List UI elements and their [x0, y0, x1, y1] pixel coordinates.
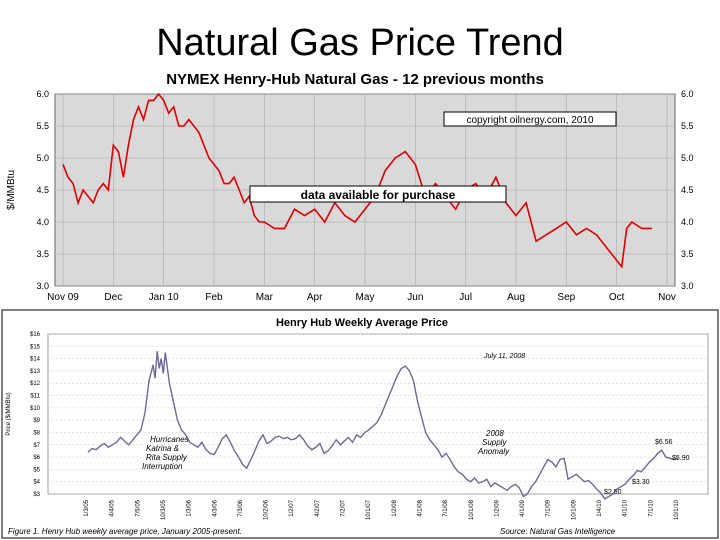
purchase-annotation: data available for purchase [301, 188, 456, 202]
chart1-x-tick-label: Oct [609, 292, 625, 303]
annotation-2008-3: Anomaly [477, 447, 510, 456]
chart1-y-tick-label: 6.0 [36, 89, 49, 99]
chart2-x-tick-label: 4/4/05 [110, 499, 116, 516]
annotation-330a: $3.30 [632, 479, 650, 486]
chart1-x-tick-label: Nov 09 [47, 292, 79, 303]
chart2-x-tick-label: 10/2/06 [264, 499, 270, 520]
chart1-x-ticks: Nov 09 Dec Jan 10 Feb Mar Apr May Jun Jul Aug Sep O… [47, 292, 676, 303]
chart1-x-tick-label: Mar [256, 292, 274, 303]
chart1-y-tick-label: 4.5 [36, 185, 49, 195]
chart2-y-axis-label: Price ($/MMBtu) [6, 392, 12, 435]
chart2-x-tick-label: 4/1/08 [417, 499, 423, 516]
chart1-x-tick-label: Dec [104, 292, 122, 303]
chart1-x-tick-label: Apr [307, 292, 323, 303]
chart1-x-tick-label: Sep [557, 292, 575, 303]
chart2-x-tick-label: 10/3/05 [161, 499, 167, 520]
chart2-x-ticks: 1/3/05 4/4/05 7/5/05 10/3/05 1/3/06 4/3/06 7/3… [84, 499, 680, 520]
chart1-y-tick-label-right: 5.5 [681, 121, 694, 131]
chart1-x-tick-label: Nov [658, 292, 676, 303]
chart2-y-ticks: $3 $4 $5 $6 $7 $8 $9 $10 $11 $12 $13 $14 $15 $16 [30, 332, 41, 498]
chart1-y-tick-label: 5.5 [36, 121, 49, 131]
chart2-caption: Figure 1. Henry Hub weekly average price… [8, 527, 242, 536]
chart1-y-axis-label: $/MMBtu [6, 170, 17, 210]
chart2-x-tick-label: 4/1/09 [520, 499, 526, 516]
annotation-hurricanes-1: Hurricanes [150, 435, 189, 444]
chart2-y-tick-label: $6 [33, 455, 40, 461]
chart2-y-tick-label: $11 [30, 394, 40, 400]
copyright-annotation: copyright oilnergy.com, 2010 [466, 115, 594, 126]
chart2-x-tick-label: 4/2/07 [315, 499, 321, 516]
chart1-x-tick-label: Feb [205, 292, 223, 303]
chart2-x-tick-label: 7/3/06 [238, 499, 244, 516]
chart2-x-tick-label: 7/2/07 [341, 499, 347, 516]
chart2-y-tick-label: $15 [30, 344, 41, 350]
chart2-x-tick-label: 1/2/08 [392, 499, 398, 516]
chart2-y-tick-label: $10 [30, 406, 41, 412]
chart2-series-line [87, 351, 679, 500]
chart1-x-tick-label: Aug [507, 292, 525, 303]
chart2-gridlines [48, 333, 708, 495]
annotation-656: $6.56 [655, 439, 673, 446]
chart1-y-tick-label: 3.0 [36, 281, 49, 291]
chart1-title: NYMEX Henry-Hub Natural Gas - 12 previou… [166, 71, 544, 88]
chart2-x-tick-label: 1/3/05 [84, 499, 90, 516]
chart1-y-tick-label-right: 6.0 [681, 89, 694, 99]
chart2-source: Source: Natural Gas Intelligence [500, 527, 616, 536]
nymex-price-chart: NYMEX Henry-Hub Natural Gas - 12 previou… [0, 62, 720, 308]
chart1-x-tick-label: May [356, 292, 375, 303]
chart1-y-tick-label-right: 4.0 [681, 217, 694, 227]
chart2-x-tick-label: 4/1/10 [623, 499, 629, 516]
chart2-x-tick-label: 10/1/10 [674, 499, 680, 520]
annotation-hurricanes-2: Katrina & [146, 444, 179, 453]
chart2-x-tick-label: 1/2/09 [494, 499, 500, 516]
chart1-y-tick-label: 4.0 [36, 217, 49, 227]
annotation-hurricanes-3: Rita Supply [146, 453, 188, 462]
chart2-x-tick-label: 4/3/06 [212, 499, 218, 516]
chart2-y-tick-label: $16 [30, 332, 41, 338]
chart1-x-tick-label: Jun [407, 292, 423, 303]
chart2-x-tick-label: 7/1/09 [546, 499, 552, 516]
chart2-y-tick-label: $5 [33, 467, 40, 473]
chart2-y-tick-label: $9 [33, 418, 40, 424]
chart1-y-tick-label-right: 3.0 [681, 281, 694, 291]
chart2-x-tick-label: 1/2/07 [289, 499, 295, 516]
chart2-x-tick-label: 1/3/06 [187, 499, 193, 516]
chart2-x-tick-label: 7/5/05 [135, 499, 141, 516]
chart2-x-tick-label: 7/1/10 [648, 499, 654, 516]
chart2-x-tick-label: 10/1/07 [366, 499, 372, 520]
chart1-y-ticks-left: 3.0 3.5 4.0 4.5 5.0 5.5 6.0 [36, 89, 49, 291]
annotation-2008-1: 2008 [485, 429, 504, 438]
chart2-y-tick-label: $3 [33, 492, 40, 498]
chart2-x-tick-label: 10/1/09 [571, 499, 577, 520]
chart1-y-tick-label-right: 3.5 [681, 249, 694, 259]
chart2-x-tick-label: 10/1/08 [469, 499, 475, 520]
annotation-590: $5.90 [672, 455, 690, 462]
chart1-x-tick-label: Jul [459, 292, 472, 303]
chart1-x-tick-label: Jan 10 [149, 292, 179, 303]
purchase-box [249, 185, 507, 203]
annotation-july-2008: July 11, 2008 [483, 353, 525, 360]
henry-hub-weekly-chart: Henry Hub Weekly Average Price $3$4$5$6$… [1, 309, 719, 539]
chart2-y-tick-label: $12 [30, 381, 41, 387]
chart1-y-tick-label: 3.5 [36, 249, 49, 259]
annotation-2008-2: Supply [482, 438, 507, 447]
chart2-title: Henry Hub Weekly Average Price [276, 317, 448, 329]
chart2-y-tick-label: $4 [33, 480, 40, 486]
chart2-x-tick-label: 1/4/10 [597, 499, 603, 516]
annotation-hurricanes-4: Interruption [142, 462, 183, 471]
chart2-y-tick-label: $13 [30, 369, 41, 375]
chart1-y-tick-label-right: 4.5 [681, 185, 694, 195]
chart2-y-tick-label: $7 [33, 443, 40, 449]
chart2-y-tick-label: $14 [30, 357, 41, 363]
chart2-y-tick-label: $8 [33, 430, 40, 436]
chart2-x-tick-label: 7/1/08 [443, 499, 449, 516]
slide-title: Natural Gas Price Trend [156, 22, 564, 64]
copyright-box [443, 111, 617, 127]
chart1-y-ticks-right: 3.0 3.5 4.0 4.5 5.0 5.5 6.0 [681, 89, 694, 291]
chart1-y-tick-label-right: 5.0 [681, 153, 694, 163]
annotation-250: $2.50 [604, 489, 622, 496]
chart1-series-line [62, 92, 652, 269]
chart1-y-tick-label: 5.0 [36, 153, 49, 163]
